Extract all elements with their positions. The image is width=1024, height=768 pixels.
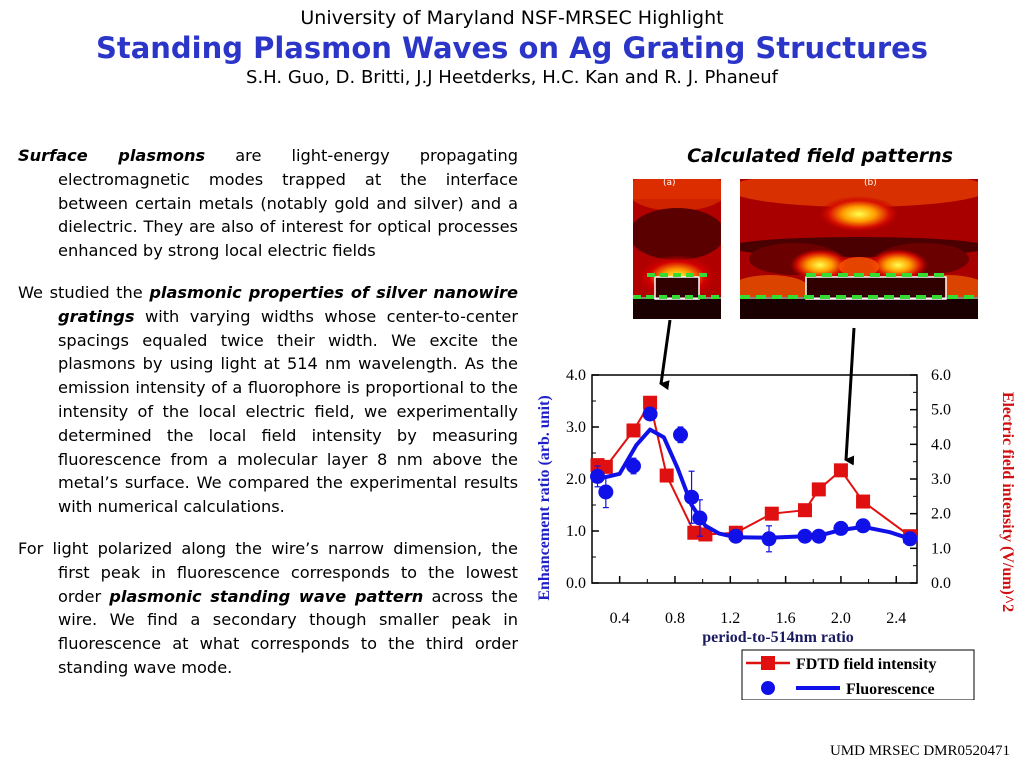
org-line: University of Maryland NSF-MRSEC Highlig…	[300, 7, 724, 29]
authors: S.H. Guo, D. Britti, J.J Heetderks, H.C.…	[246, 67, 778, 88]
x-tick-label: 2.0	[831, 610, 851, 627]
panel-label-a: (a)	[663, 179, 676, 188]
y-left-tick-label: 4.0	[566, 367, 586, 384]
fdtd-point	[764, 506, 779, 521]
y-left-tick-label: 3.0	[566, 419, 586, 436]
legend: FDTD field intensity Fluorescence	[741, 649, 975, 700]
fluorescence-point	[598, 484, 614, 500]
panel-label-b: (b)	[864, 179, 877, 188]
y-left-tick-label: 2.0	[566, 471, 586, 488]
y-right-tick-label: 0.0	[931, 575, 951, 592]
header: University of Maryland NSF-MRSEC Highlig…	[0, 6, 1024, 90]
fdtd-point	[598, 459, 613, 474]
p3-text-a: For light polarized along the wire’s nar…	[18, 538, 518, 606]
fluorescence-point	[797, 528, 813, 544]
p2-text-b: with varying widths whose center-to-cent…	[58, 306, 518, 517]
left-axis: 0.0 1.0 2.0 3.0 4.0	[566, 367, 599, 592]
x-tick-label: 1.2	[720, 610, 740, 627]
x-tick-label: 0.8	[665, 610, 685, 627]
y-right-tick-label: 3.0	[931, 471, 951, 488]
plot-border	[591, 374, 918, 584]
fluorescence-point	[855, 518, 871, 534]
fdtd-point	[643, 395, 658, 410]
fdtd-point	[797, 503, 812, 518]
fdtd-point	[626, 423, 641, 438]
fluorescence-point	[692, 510, 708, 526]
x-tick-label: 2.4	[886, 610, 906, 627]
emphasis-surface-plasmons: Surface plasmons	[18, 146, 206, 165]
legend-square-marker	[761, 656, 775, 670]
calc-figure-title: Calculated field patterns	[687, 145, 953, 167]
x-axis: 0.4 0.8 1.2 1.6 2.0 2.4	[591, 576, 906, 627]
field-pattern-b: (b)	[740, 179, 978, 319]
right-axis: 0.0 1.0 2.0 3.0 4.0 5.0 6.0	[910, 367, 951, 592]
y-right-tick-label: 4.0	[931, 436, 951, 453]
emphasis-plasmonic-properties: plasmonic properties of silver nanowire …	[58, 282, 518, 326]
y-axis-label-left: Enhancement ratio (arb. unit)	[536, 395, 553, 600]
y-right-tick-label: 6.0	[931, 367, 951, 384]
fluorescence-point	[811, 528, 827, 544]
plot-frame	[591, 374, 918, 584]
fluorescence-point	[642, 406, 658, 422]
series-layer	[590, 395, 918, 553]
fdtd-point	[659, 468, 674, 483]
fluorescence-point	[902, 531, 918, 547]
y-left-tick-label: 1.0	[566, 523, 586, 540]
y-axis-label-right: Electric field intensity (V/um)^2	[999, 392, 1016, 612]
body-text: Surface plasmons are light-energy propag…	[18, 144, 518, 698]
p2-text-a: We studied the	[18, 282, 150, 302]
fluorescence-point	[673, 427, 689, 443]
legend-circle-marker	[761, 681, 775, 695]
page-title: Standing Plasmon Waves on Ag Grating Str…	[95, 31, 929, 65]
x-tick-label: 0.4	[610, 610, 630, 627]
legend-label-fluorescence: Fluorescence	[846, 681, 935, 698]
paragraph-2: We studied the plasmonic properties of s…	[18, 281, 518, 519]
arrow-b	[844, 327, 856, 466]
fluorescence-point	[590, 468, 606, 484]
field-pattern-a: (a)	[633, 179, 721, 319]
callout-arrows	[659, 320, 856, 466]
x-axis-label: period-to-514nm ratio	[702, 629, 854, 646]
fdtd-point	[856, 494, 871, 509]
legend-box	[741, 649, 975, 700]
y-right-tick-label: 2.0	[931, 506, 951, 523]
fluorescence-point	[684, 489, 700, 505]
arrow-a	[659, 320, 672, 391]
y-right-tick-label: 1.0	[931, 540, 951, 557]
fdtd-point	[833, 463, 848, 478]
emphasis-standing-wave: plasmonic standing wave pattern	[109, 586, 424, 606]
paragraph-3: For light polarized along the wire’s nar…	[18, 537, 518, 680]
footer-credit: UMD MRSEC DMR0520471	[829, 743, 1010, 759]
x-tick-label: 1.6	[776, 610, 796, 627]
y-right-tick-label: 5.0	[931, 402, 951, 419]
y-left-tick-label: 0.0	[566, 575, 586, 592]
p3-text-b: across the wire. We find a secondary tho…	[58, 586, 518, 677]
fdtd-point	[698, 527, 713, 542]
p1-text: are light-energy propagating electromagn…	[58, 146, 518, 261]
fluorescence-point	[728, 528, 744, 544]
plasmon-chart: 0.0 1.0 2.0 3.0 4.0 0.0 1.0 2.0 3.0 4.0 5.0 6.0 0.…	[536, 320, 1016, 700]
fdtd-series-line	[597, 400, 911, 538]
legend-item-fdtd: FDTD field intensity	[746, 656, 936, 673]
fdtd-point	[811, 482, 826, 497]
legend-item-fluorescence: Fluorescence	[761, 681, 935, 698]
paragraph-1: Surface plasmons are light-energy propag…	[18, 144, 518, 263]
fluorescence-point	[833, 520, 849, 536]
fluorescence-point	[625, 458, 641, 474]
legend-label-fdtd: FDTD field intensity	[796, 656, 936, 673]
fluorescence-point	[761, 531, 777, 547]
